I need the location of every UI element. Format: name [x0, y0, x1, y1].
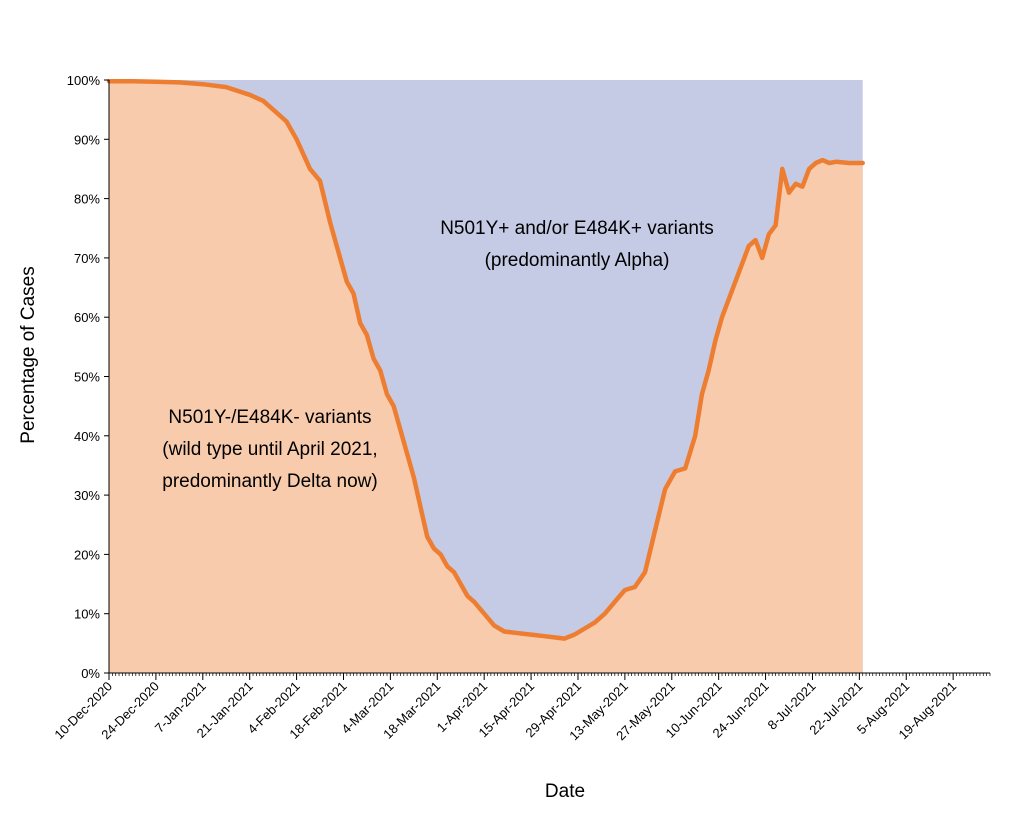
y-tick-label: 90% [74, 132, 100, 147]
x-ticks: 10-Dec-202024-Dec-20207-Jan-202121-Jan-2… [51, 673, 959, 743]
y-tick-label: 80% [74, 192, 100, 207]
annotation-lower-line3: predominantly Delta now) [162, 471, 377, 492]
lower-area [109, 81, 863, 673]
y-tick-label: 20% [74, 547, 100, 562]
y-tick-label: 30% [74, 488, 100, 503]
y-tick-label: 0% [81, 666, 100, 681]
y-tick-label: 10% [74, 607, 100, 622]
y-tick-label: 50% [74, 370, 100, 385]
x-axis-title: Date [545, 781, 585, 802]
annotation-lower-line1: N501Y-/E484K- variants [168, 407, 371, 428]
annotation-upper-line2: (predominantly Alpha) [485, 250, 670, 271]
y-ticks: 0% 10% 20% 30% 40% 50% 60% 70% 80% 90% 100% [67, 73, 109, 681]
annotation-lower-line2: (wild type until April 2021, [162, 439, 377, 460]
y-tick-label: 40% [74, 429, 100, 444]
y-tick-label: 100% [67, 73, 101, 88]
y-tick-label: 70% [74, 251, 100, 266]
x-minor-ticks [108, 673, 991, 676]
y-tick-label: 60% [74, 310, 100, 325]
annotation-upper-line1: N501Y+ and/or E484K+ variants [440, 218, 714, 239]
series-line [106, 78, 865, 641]
y-axis-title: Percentage of Cases [18, 266, 39, 443]
